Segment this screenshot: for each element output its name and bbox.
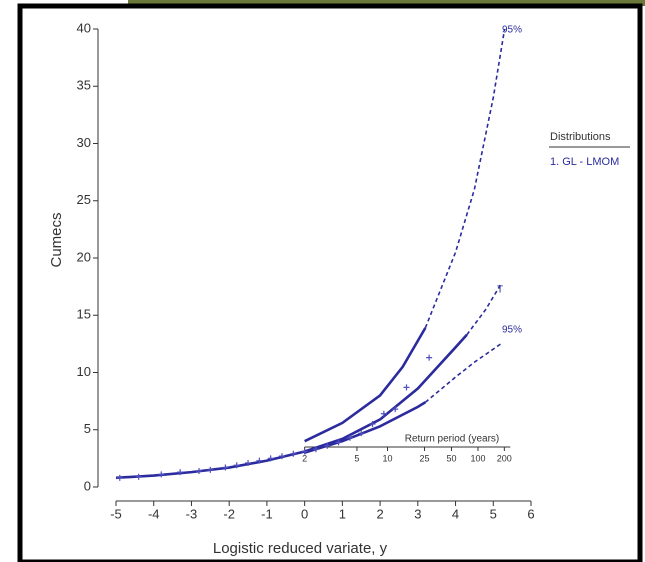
x-tick-label: -5 [110, 506, 122, 521]
return-period-tick-label: 2 [302, 453, 307, 463]
observed-point [245, 459, 252, 466]
x-tick-label: 6 [527, 506, 534, 521]
observed-point [324, 442, 331, 449]
y-axis-label: Cumecs [48, 212, 65, 267]
y-tick-label: 35 [77, 78, 91, 93]
return-period-tick-label: 5 [354, 453, 359, 463]
observed-point [196, 467, 202, 474]
return-period-tick-label: 100 [470, 453, 485, 463]
legend-title: Distributions [550, 131, 611, 143]
observed-point [256, 457, 263, 464]
observed-point [116, 474, 123, 481]
return-period-tick-label: 25 [420, 453, 430, 463]
return-period-tick-label: 50 [446, 453, 456, 463]
fit-line [424, 28, 506, 329]
x-tick-label: -1 [261, 506, 273, 521]
fit-line [466, 283, 502, 336]
observed-point [222, 464, 229, 471]
y-tick-label: 30 [77, 135, 91, 150]
fit-line [424, 343, 502, 403]
y-tick-label: 0 [84, 478, 91, 493]
observed-point [290, 450, 297, 457]
y-tick-label: 25 [77, 192, 91, 207]
observed-point [233, 462, 240, 469]
observed-point [312, 446, 319, 453]
return-period-title: Return period (years) [405, 434, 499, 445]
x-tick-label: 1 [339, 506, 346, 521]
return-period-tick-label: 10 [383, 453, 393, 463]
observed-point [380, 410, 387, 417]
y-tick-label: 40 [77, 20, 91, 35]
observed-point [369, 421, 376, 428]
x-tick-label: -3 [186, 506, 198, 521]
observed-point [207, 466, 214, 473]
observed-point [403, 384, 410, 391]
fit-line [304, 327, 427, 443]
y-tick-label: 10 [77, 364, 91, 379]
x-tick-label: 5 [490, 506, 497, 521]
y-tick-label: 5 [84, 421, 91, 436]
observed-point [135, 473, 142, 480]
background-strip [128, 0, 645, 6]
observed-point [392, 406, 399, 413]
fit-line [304, 401, 427, 454]
x-axis-label: Logistic reduced variate, y [213, 540, 388, 557]
observed-point [267, 455, 274, 462]
x-tick-label: 3 [414, 506, 421, 521]
observed-point [177, 469, 184, 476]
observed-point [358, 430, 365, 437]
y-tick-label: 15 [77, 307, 91, 322]
observed-point [426, 354, 433, 361]
x-tick-label: -4 [148, 506, 160, 521]
annotation: T [497, 285, 503, 296]
observed-point [158, 471, 165, 478]
frame [17, 3, 643, 562]
x-tick-label: 4 [452, 506, 459, 521]
observed-point [346, 434, 353, 441]
x-tick-label: 0 [301, 506, 308, 521]
legend-entry: 1. GL - LMOM [550, 156, 619, 168]
x-tick-label: -2 [223, 506, 235, 521]
y-tick-label: 20 [77, 249, 91, 264]
observed-point [335, 439, 342, 446]
x-tick-label: 2 [376, 506, 383, 521]
annotation: 95% [502, 25, 522, 36]
observed-point [301, 448, 308, 455]
observed-point [279, 453, 285, 460]
return-period-tick-label: 200 [497, 453, 512, 463]
annotation: 95% [502, 325, 522, 336]
